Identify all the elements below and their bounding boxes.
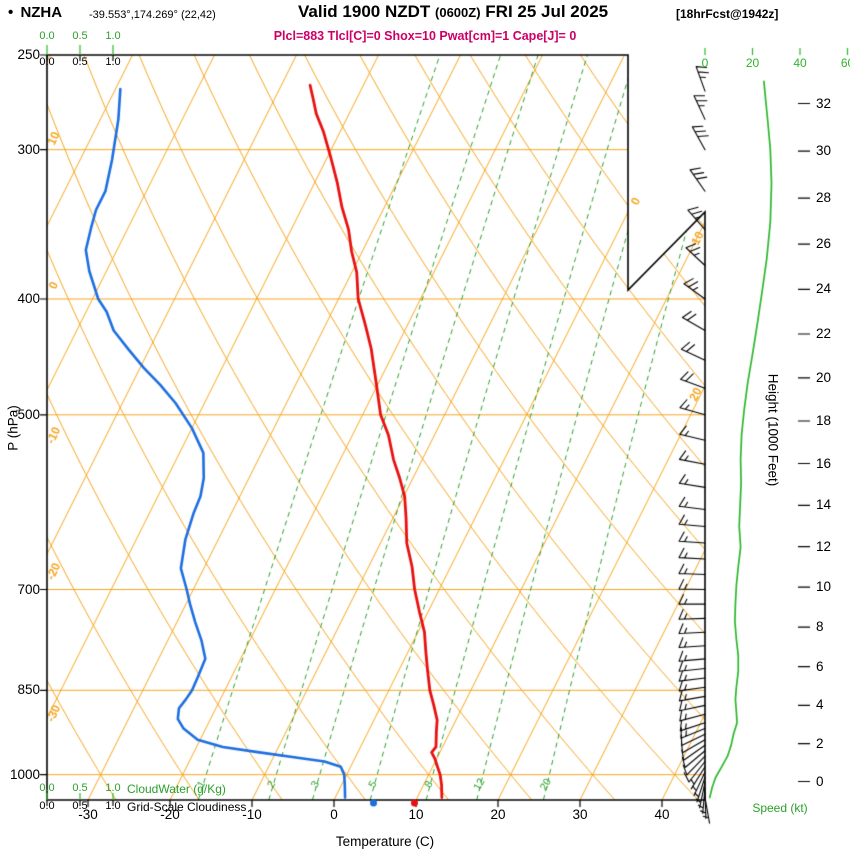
height-tick-label: 20 [816, 369, 832, 385]
height-tick-label: 22 [816, 326, 832, 341]
height-tick-label: 16 [816, 455, 832, 471]
sounding-params: Plcl=883 Tlcl[C]=0 Shox=10 Pwat[cm]=1 Ca… [273, 29, 577, 43]
height-tick-label: 2 [816, 735, 824, 751]
pressure-tick-label: 250 [17, 47, 40, 62]
height-tick-label: 10 [816, 579, 832, 595]
temperature-tick-label: 30 [572, 807, 588, 822]
station-coords: -39.553°,174.269° (22,42) [89, 9, 216, 21]
cloudiness-scale-value: 1.0 [105, 800, 121, 812]
height-axis-title: Height (1000 Feet) [765, 373, 781, 487]
speed-tick-label: 40 [793, 56, 807, 70]
height-tick-label: 24 [816, 281, 832, 297]
temperature-tick-label: -30 [78, 807, 98, 822]
temperature-tick-label: 40 [654, 807, 670, 822]
height-tick-label: 4 [816, 697, 824, 713]
cloudwater-scale-value: 1.0 [105, 782, 121, 794]
height-tick-label: 14 [816, 497, 832, 513]
temperature-axis-title: Temperature (C) [335, 834, 435, 849]
cloudiness-title: Grid-Scale Cloudiness [127, 800, 247, 814]
speed-tick-label: 0 [701, 56, 709, 70]
height-tick-label: 8 [816, 619, 824, 635]
pressure-tick-label: 700 [17, 581, 40, 597]
cloudiness-scale-value: 0.0 [39, 56, 55, 68]
cloudiness-scale-value: 0.5 [72, 56, 88, 68]
pressure-tick-label: 1000 [9, 766, 40, 782]
cloudwater-scale-value: 0.0 [39, 30, 55, 42]
temperature-tick-label: -20 [160, 807, 180, 822]
height-tick-label: 30 [816, 143, 832, 159]
station-id: NZHA [20, 4, 63, 21]
valid-time: Valid 1900 NZDT [298, 2, 431, 21]
cloudwater-scale-value: 0.5 [72, 30, 88, 42]
height-tick-label: 0 [816, 773, 824, 789]
valid-time-group: Valid 1900 NZDT (0600Z) FRI 25 Jul 2025 [298, 2, 609, 22]
valid-zulu: (0600Z) [435, 5, 481, 20]
height-tick-label: 12 [816, 538, 832, 554]
pressure-tick-label: 850 [17, 682, 40, 698]
cloudwater-scale-value: 0.5 [72, 782, 88, 794]
cloudwater-scale-value: 1.0 [105, 30, 121, 42]
cloudiness-scale-value: 0.5 [72, 800, 88, 812]
station-bullet: • [8, 4, 14, 21]
pressure-tick-label: 500 [17, 406, 40, 422]
temperature-tick-label: 10 [408, 807, 424, 822]
temperature-tick-label: -10 [242, 807, 262, 822]
height-tick-label: 32 [816, 95, 832, 111]
height-tick-label: 28 [816, 190, 832, 206]
temperature-tick-label: 20 [490, 807, 506, 822]
speed-tick-label: 20 [745, 56, 760, 70]
height-tick-label: 6 [816, 658, 824, 674]
cloudiness-scale-value: 1.0 [105, 56, 121, 68]
cloudwater-title: CloudWater (g/Kg) [127, 782, 226, 796]
pressure-tick-label: 300 [17, 141, 40, 157]
pressure-tick-label: 400 [17, 290, 40, 306]
forecast-tag: [18hrFcst@1942z] [676, 7, 779, 21]
cloudwater-scale-value: 0.0 [39, 782, 55, 794]
height-tick-label: 18 [816, 413, 832, 429]
valid-date: FRI 25 Jul 2025 [485, 2, 609, 21]
cloudiness-scale-value: 0.0 [39, 800, 55, 812]
speed-tick-label: 60 [840, 56, 850, 70]
speed-axis-title: Speed (kt) [752, 801, 808, 815]
temperature-tick-label: 0 [330, 807, 338, 822]
height-tick-label: 26 [816, 236, 832, 252]
